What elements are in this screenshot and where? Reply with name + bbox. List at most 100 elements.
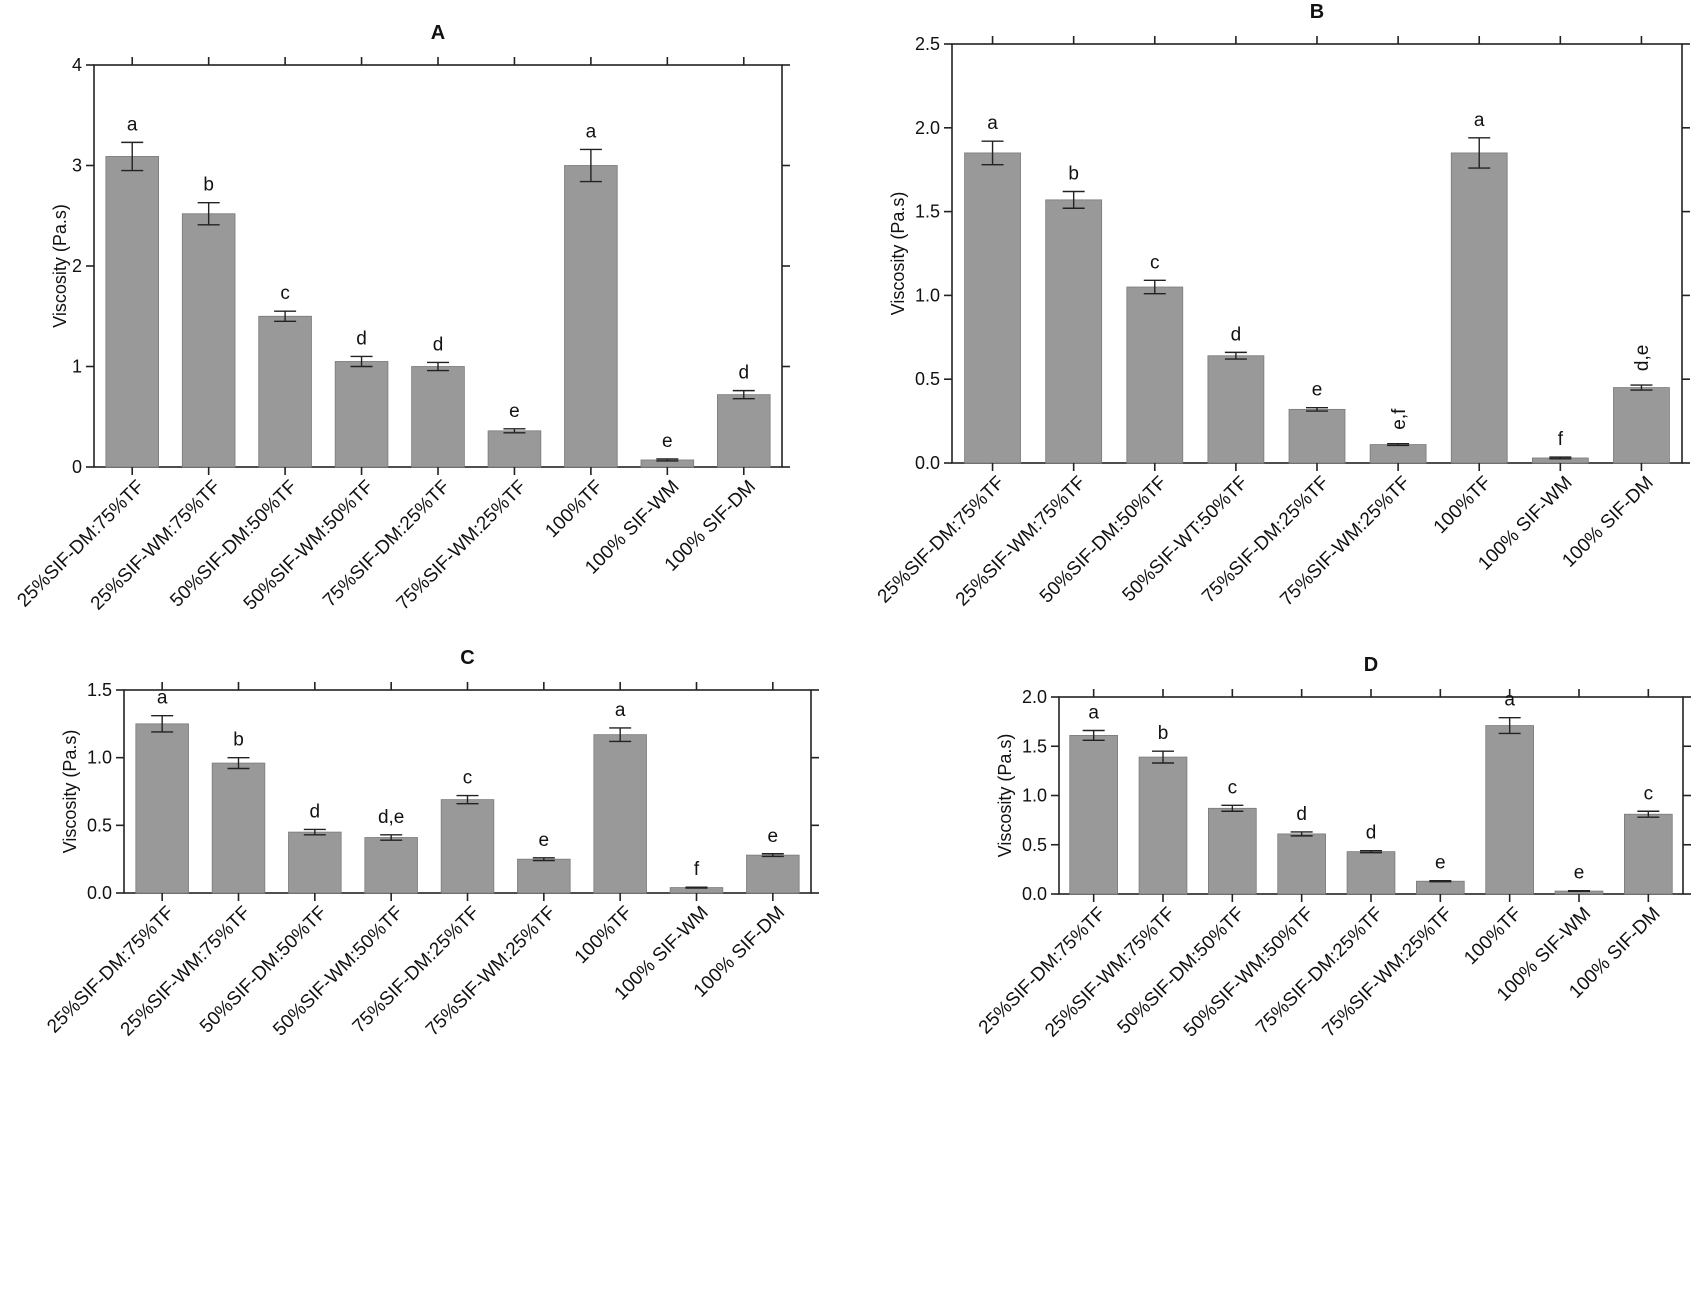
y-tick-label: 2.5 bbox=[915, 34, 940, 54]
significance-label: f bbox=[1558, 429, 1564, 450]
y-axis-title: Viscosity (Pa.s) bbox=[50, 204, 70, 328]
bar bbox=[334, 361, 389, 468]
bar bbox=[593, 734, 647, 894]
bar bbox=[746, 854, 800, 894]
y-tick-label: 0.5 bbox=[915, 369, 940, 389]
significance-label: a bbox=[615, 700, 626, 721]
category-label: 50%SIF-DM:50%TF bbox=[196, 902, 331, 1037]
significance-label: d,e bbox=[378, 807, 404, 828]
y-tick-label: 0.0 bbox=[915, 453, 940, 473]
significance-label: b bbox=[1158, 723, 1169, 744]
category-label: 75%SIF-WM:25%TF bbox=[1319, 903, 1457, 1041]
bar bbox=[105, 156, 159, 468]
bar bbox=[1069, 735, 1118, 895]
significance-label: b bbox=[233, 730, 244, 751]
significance-label: b bbox=[203, 175, 214, 196]
y-tick-label: 0.5 bbox=[87, 815, 112, 835]
y-tick-label: 0 bbox=[72, 457, 82, 477]
category-label: 25%SIF-DM:75%TF bbox=[43, 902, 178, 1037]
significance-label: c bbox=[280, 283, 290, 304]
category-label: 75%SIF-DM:25%TF bbox=[319, 476, 454, 611]
bar bbox=[964, 152, 1021, 464]
significance-label: a bbox=[1474, 110, 1485, 131]
significance-label: e bbox=[768, 826, 779, 847]
y-axis-title: Viscosity (Pa.s) bbox=[995, 734, 1015, 858]
category-label: 100%TF bbox=[571, 902, 637, 968]
y-tick-label: 2.0 bbox=[1022, 687, 1047, 707]
significance-label: e bbox=[662, 431, 673, 452]
category-label: 25%SIF-WM:75%TF bbox=[87, 476, 225, 614]
significance-label: a bbox=[586, 121, 597, 142]
significance-label: d bbox=[1296, 804, 1307, 825]
panel-title: A bbox=[431, 22, 445, 44]
bar bbox=[364, 837, 418, 894]
y-tick-label: 0.5 bbox=[1022, 835, 1047, 855]
significance-label: a bbox=[987, 113, 998, 134]
significance-label: d bbox=[356, 328, 367, 349]
significance-label: e bbox=[539, 830, 550, 851]
y-axis-title: Viscosity (Pa.s) bbox=[888, 192, 908, 316]
chart-panel-c: C 0.0 0.5 1.0 1.5 Viscosity (Pa.s) a 25%SIF-DM:… bbox=[43, 647, 819, 1040]
category-label: 100%TF bbox=[541, 476, 607, 542]
y-tick-label: 3 bbox=[72, 156, 82, 176]
category-label: 75%SIF-DM:25%TF bbox=[349, 902, 484, 1037]
panel-title: B bbox=[1310, 1, 1324, 23]
significance-label: e bbox=[1435, 853, 1446, 874]
chart-panel-d: D 0.0 0.5 1.0 1.5 2.0 Viscosity (Pa.s) a 25%SIF-… bbox=[975, 654, 1691, 1041]
bar bbox=[564, 165, 618, 468]
bar bbox=[288, 831, 342, 894]
significance-label: e bbox=[1574, 863, 1585, 884]
category-label: 100%TF bbox=[1430, 472, 1496, 538]
significance-label: c bbox=[1644, 783, 1654, 804]
category-label: 75%SIF-WM:25%TF bbox=[422, 902, 560, 1040]
y-axis-title: Viscosity (Pa.s) bbox=[60, 730, 80, 854]
bar bbox=[1207, 355, 1265, 464]
panel-title: C bbox=[460, 647, 474, 669]
significance-label: b bbox=[1068, 163, 1079, 184]
bar bbox=[1288, 408, 1346, 464]
y-tick-label: 1.5 bbox=[87, 680, 112, 700]
bar bbox=[1450, 152, 1508, 464]
panel-title: D bbox=[1364, 654, 1378, 676]
bar bbox=[411, 366, 465, 468]
significance-label: a bbox=[127, 114, 138, 135]
y-tick-label: 2.0 bbox=[915, 118, 940, 138]
bar bbox=[487, 430, 542, 468]
y-tick-label: 1.5 bbox=[1022, 736, 1047, 756]
y-tick-label: 1 bbox=[72, 357, 82, 377]
category-label: 50%SIF-DM:50%TF bbox=[166, 476, 301, 611]
category-label: 25%SIF-WM:75%TF bbox=[117, 902, 255, 1040]
significance-label: d bbox=[433, 334, 444, 355]
y-tick-label: 1.0 bbox=[915, 285, 940, 305]
bar bbox=[440, 799, 495, 894]
bar bbox=[1346, 851, 1396, 895]
bar bbox=[517, 858, 571, 894]
bar bbox=[1624, 813, 1673, 895]
significance-label: c bbox=[1150, 252, 1160, 273]
bar bbox=[258, 315, 312, 468]
bar bbox=[717, 394, 771, 468]
category-label: 50%SIF-WM:50%TF bbox=[1180, 903, 1318, 1041]
category-label: 25%SIF-DM:75%TF bbox=[13, 476, 148, 611]
bar bbox=[1485, 725, 1534, 895]
bar bbox=[1138, 756, 1188, 895]
bar bbox=[1613, 387, 1670, 464]
significance-label: d,e bbox=[1632, 345, 1653, 371]
significance-label: e,f bbox=[1389, 408, 1410, 430]
bar bbox=[1277, 833, 1326, 895]
category-label: 100%TF bbox=[1460, 903, 1526, 969]
significance-label: e bbox=[1312, 380, 1323, 401]
y-tick-label: 0.0 bbox=[1022, 884, 1047, 904]
bar bbox=[1126, 286, 1184, 464]
y-tick-label: 4 bbox=[72, 55, 82, 75]
category-label: 75%SIF-WM:25%TF bbox=[393, 476, 531, 614]
y-tick-label: 1.5 bbox=[915, 202, 940, 222]
significance-label: c bbox=[463, 768, 473, 789]
category-label: 25%SIF-DM:75%TF bbox=[975, 903, 1110, 1038]
bar bbox=[211, 762, 266, 894]
category-label: 75%SIF-DM:25%TF bbox=[1252, 903, 1387, 1038]
category-label: 50%SIF-DM:50%TF bbox=[1114, 903, 1249, 1038]
y-tick-label: 0.0 bbox=[87, 883, 112, 903]
